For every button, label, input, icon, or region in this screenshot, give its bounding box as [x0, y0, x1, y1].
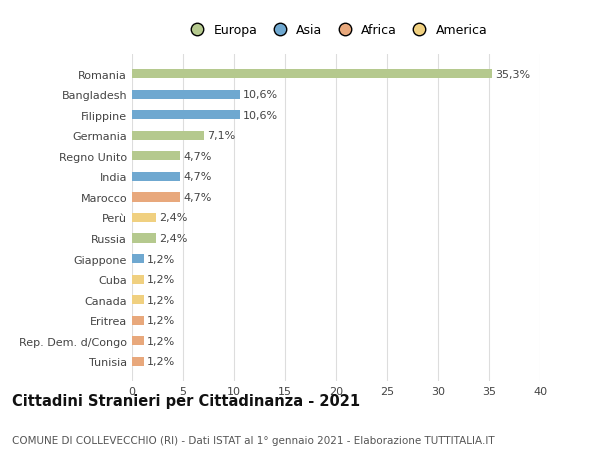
Text: 35,3%: 35,3%	[495, 69, 530, 79]
Text: 1,2%: 1,2%	[148, 336, 176, 346]
Bar	[132, 111, 240, 120]
Bar	[132, 213, 157, 223]
Text: 4,7%: 4,7%	[183, 172, 211, 182]
Text: COMUNE DI COLLEVECCHIO (RI) - Dati ISTAT al 1° gennaio 2021 - Elaborazione TUTTI: COMUNE DI COLLEVECCHIO (RI) - Dati ISTAT…	[12, 435, 494, 445]
Text: 2,4%: 2,4%	[160, 234, 188, 244]
Bar	[132, 173, 180, 182]
Text: 1,2%: 1,2%	[148, 274, 176, 285]
Bar	[132, 131, 205, 140]
Text: 10,6%: 10,6%	[243, 90, 278, 100]
Bar	[132, 152, 180, 161]
Text: 10,6%: 10,6%	[243, 111, 278, 121]
Bar	[132, 90, 240, 100]
Bar	[132, 296, 144, 305]
Text: 1,2%: 1,2%	[148, 315, 176, 325]
Text: 1,2%: 1,2%	[148, 357, 176, 367]
Bar	[132, 357, 144, 366]
Text: 2,4%: 2,4%	[160, 213, 188, 223]
Text: Cittadini Stranieri per Cittadinanza - 2021: Cittadini Stranieri per Cittadinanza - 2…	[12, 393, 360, 409]
Bar	[132, 193, 180, 202]
Bar	[132, 316, 144, 325]
Text: 1,2%: 1,2%	[148, 254, 176, 264]
Bar	[132, 70, 492, 79]
Bar	[132, 275, 144, 284]
Text: 1,2%: 1,2%	[148, 295, 176, 305]
Text: 4,7%: 4,7%	[183, 192, 211, 202]
Legend: Europa, Asia, Africa, America: Europa, Asia, Africa, America	[179, 19, 493, 42]
Bar	[132, 254, 144, 263]
Text: 4,7%: 4,7%	[183, 151, 211, 162]
Bar	[132, 234, 157, 243]
Text: 7,1%: 7,1%	[208, 131, 236, 141]
Bar	[132, 336, 144, 346]
